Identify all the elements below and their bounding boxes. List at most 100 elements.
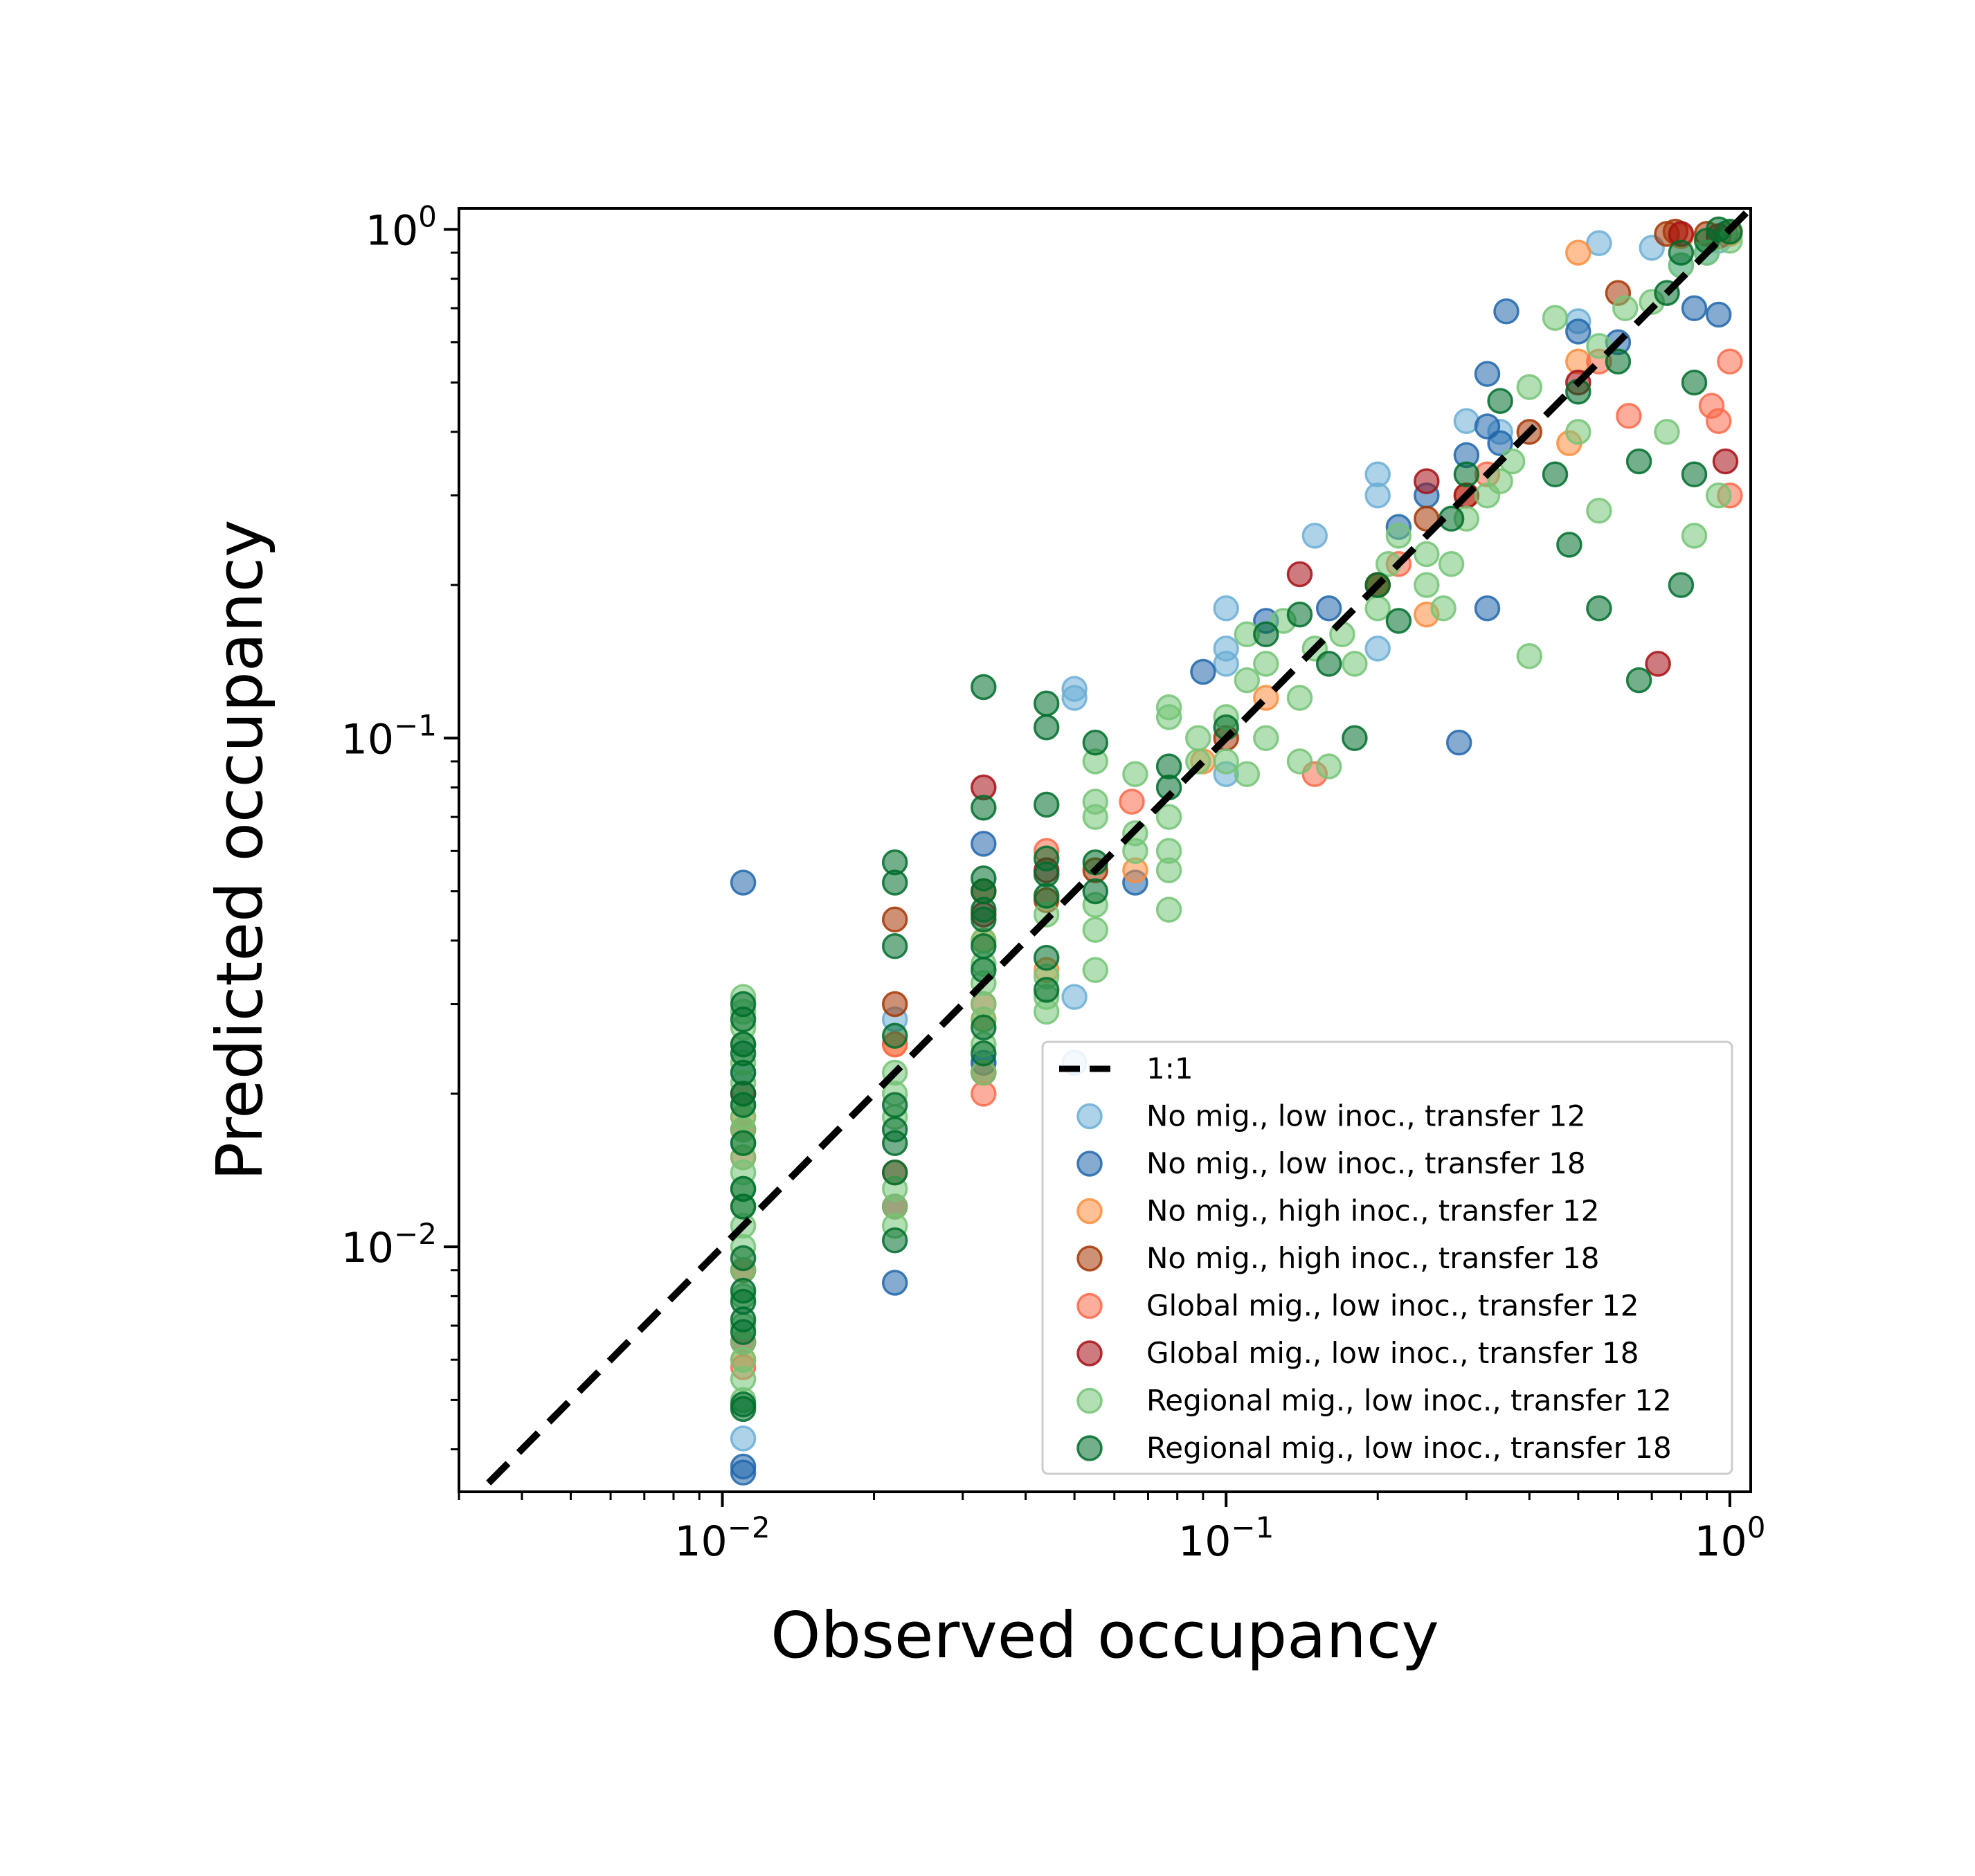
- x-tick-label: 10−1: [1178, 1510, 1274, 1566]
- data-point-series-2: [1565, 318, 1591, 345]
- legend-series-items: No mig., low inoc., transfer 12 No mig., …: [1076, 1099, 1672, 1465]
- data-point-series-4: [881, 991, 908, 1018]
- legend-box: [1041, 1040, 1733, 1475]
- data-point-series-6: [1645, 651, 1671, 677]
- data-point-series-8: [881, 1227, 908, 1254]
- data-point-series-8: [1625, 448, 1652, 475]
- data-point-series-8: [1082, 878, 1109, 905]
- legend-marker: [1076, 1245, 1103, 1272]
- data-point-series-1: [1586, 230, 1612, 256]
- data-point-series-8: [1556, 532, 1582, 558]
- data-point-series-2: [1487, 430, 1513, 456]
- data-point-series-7: [1414, 541, 1440, 568]
- data-point-series-7: [1253, 651, 1279, 677]
- reference-line-layer: [475, 208, 1751, 1492]
- data-point-series-8: [1033, 944, 1060, 971]
- data-point-series-8: [1033, 977, 1060, 1003]
- data-point-series-8: [1385, 608, 1412, 634]
- data-point-series-8: [1342, 725, 1368, 752]
- data-point-series-1: [730, 1425, 757, 1452]
- data-point-series-1: [1364, 635, 1391, 662]
- data-point-series-8: [1487, 388, 1513, 414]
- data-point-series-2: [1705, 301, 1732, 328]
- legend-marker: [1076, 1292, 1103, 1319]
- data-point-series-7: [1487, 468, 1513, 494]
- data-point-series-2: [1190, 658, 1216, 685]
- data-point-series-7: [1542, 305, 1569, 331]
- data-point-series-6: [1414, 468, 1440, 494]
- data-point-series-1: [1213, 651, 1239, 677]
- legend-marker: [1076, 1340, 1103, 1367]
- x-tick-label: 10−2: [674, 1510, 770, 1566]
- data-point-series-7: [1253, 725, 1279, 752]
- data-point-series-7: [1082, 788, 1109, 815]
- data-point-series-8: [730, 1031, 757, 1058]
- data-point-series-1: [1364, 461, 1391, 488]
- data-point-series-7: [1234, 761, 1261, 787]
- legend-label: Global mig., low inoc., transfer 18: [1146, 1336, 1639, 1370]
- legend-marker: [1076, 1198, 1103, 1225]
- data-point-series-7: [1155, 804, 1182, 830]
- data-point-series-7: [1612, 295, 1639, 322]
- data-point-series-7: [1155, 896, 1182, 923]
- data-point-series-2: [1474, 361, 1501, 387]
- data-point-series-7: [1155, 694, 1182, 721]
- data-point-series-8: [971, 933, 997, 959]
- data-point-series-8: [1315, 651, 1342, 677]
- data-point-series-5: [1705, 408, 1732, 435]
- y-tick-label: 10−1: [341, 708, 437, 764]
- data-point-series-7: [1385, 523, 1412, 549]
- data-point-series-8: [971, 865, 997, 892]
- data-point-series-7: [1286, 748, 1313, 775]
- data-point-series-6: [1712, 448, 1739, 475]
- data-point-series-7: [1565, 419, 1591, 445]
- data-point-series-8: [1605, 348, 1632, 375]
- y-axis: 10−2 10−1 100: [341, 199, 459, 1451]
- legend-label: Regional mig., low inoc., transfer 18: [1146, 1431, 1672, 1465]
- data-point-series-7: [1654, 419, 1680, 445]
- data-point-series-7: [1082, 957, 1109, 984]
- data-point-series-8: [971, 1040, 997, 1067]
- data-point-series-7: [1705, 482, 1732, 509]
- data-point-series-8: [971, 794, 997, 821]
- legend-marker: [1076, 1387, 1103, 1414]
- data-point-series-7: [1438, 550, 1465, 577]
- data-point-series-7: [1516, 642, 1543, 669]
- data-point-series-8: [1033, 845, 1060, 872]
- data-point-series-8: [730, 1245, 757, 1272]
- data-point-series-8: [1681, 369, 1708, 396]
- data-point-series-8: [730, 1277, 757, 1304]
- data-point-series-4: [881, 906, 908, 933]
- data-point-series-5: [1717, 348, 1743, 375]
- x-axis-title: Observed occupancy: [770, 1598, 1439, 1672]
- data-point-series-8: [1453, 461, 1480, 488]
- data-point-series-8: [1286, 601, 1313, 628]
- data-point-series-2: [1474, 595, 1501, 622]
- data-point-series-8: [1668, 572, 1695, 598]
- data-point-series-8: [1542, 461, 1569, 488]
- data-point-series-7: [1286, 685, 1313, 711]
- data-point-series-7: [1516, 374, 1543, 400]
- data-point-series-8: [1155, 753, 1182, 779]
- data-point-series-7: [1430, 595, 1457, 622]
- data-point-series-7: [1342, 651, 1368, 677]
- y-tick-label: 10−2: [341, 1217, 437, 1272]
- legend-marker: [1076, 1103, 1103, 1130]
- legend-reference-label: 1:1: [1146, 1052, 1193, 1085]
- x-tick-label: 100: [1694, 1510, 1765, 1566]
- data-point-series-8: [1586, 595, 1612, 622]
- data-point-series-7: [1234, 667, 1261, 694]
- data-point-series-7: [1414, 572, 1440, 598]
- data-point-series-8: [971, 674, 997, 701]
- y-tick-label: 100: [366, 199, 437, 255]
- data-point-series-8: [1253, 621, 1279, 648]
- data-point-series-1: [1301, 523, 1328, 549]
- data-point-series-7: [1155, 838, 1182, 865]
- data-points: [730, 216, 1743, 1486]
- data-point-series-4: [1414, 505, 1440, 532]
- legend-label: No mig., high inoc., transfer 12: [1146, 1194, 1599, 1228]
- data-point-series-5: [1616, 403, 1642, 429]
- data-point-series-8: [1681, 461, 1708, 488]
- data-point-series-2: [730, 869, 757, 896]
